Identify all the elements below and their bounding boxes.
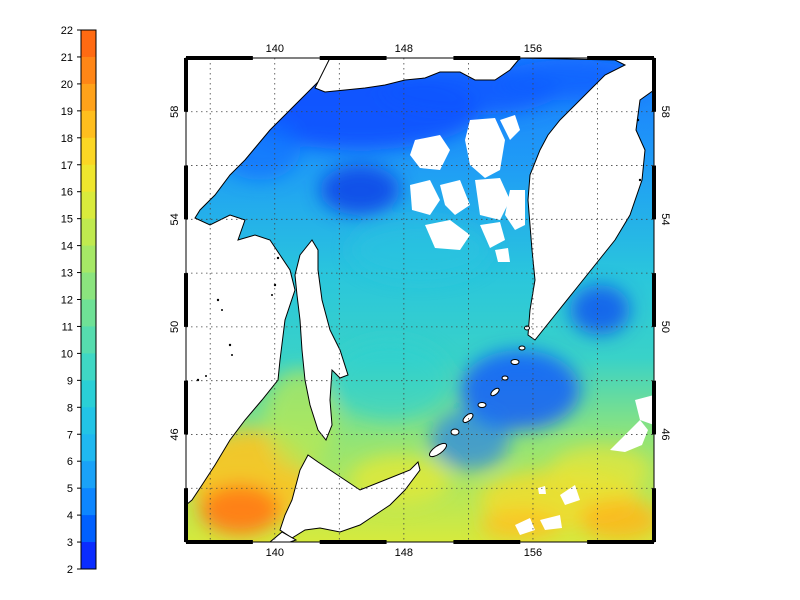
lon-label-top: 140 — [266, 43, 284, 55]
lon-label-top: 148 — [395, 43, 413, 55]
honshu — [269, 531, 298, 542]
okhotsk-north-coast — [314, 58, 521, 93]
colorbar-segment — [81, 245, 96, 274]
frame-checker — [652, 58, 656, 112]
land-masses — [186, 58, 654, 542]
colorbar-tick-label: 13 — [61, 268, 73, 280]
frame-checker — [652, 380, 656, 435]
grid-lines — [186, 58, 654, 542]
colorbar-segment — [81, 137, 96, 166]
lon-label-top: 156 — [524, 43, 542, 55]
colorbar-tick-label: 8 — [67, 402, 73, 414]
colorbar-tick-label: 21 — [61, 52, 73, 64]
lat-label-left: 54 — [169, 213, 181, 225]
colorbar-tick-label: 20 — [61, 79, 73, 91]
frame-checker — [652, 488, 656, 542]
colorbar-tick-label: 17 — [61, 160, 73, 172]
colorbar-segment — [81, 218, 96, 247]
frame-checker — [184, 273, 188, 327]
colorbar-segment — [81, 30, 96, 58]
colorbar-tick-label: 16 — [61, 187, 73, 199]
lat-label-right: 54 — [659, 213, 671, 225]
colorbar-segment — [81, 164, 96, 193]
colorbar-tick-label: 12 — [61, 295, 73, 307]
frame-checker — [186, 56, 253, 60]
sakhalin — [294, 239, 349, 441]
scattered-islets — [196, 118, 642, 382]
colorbar-segment — [81, 461, 96, 489]
colorbar-tick-label: 10 — [61, 348, 73, 360]
frame-checker — [652, 273, 656, 327]
colorbar-segment — [81, 83, 96, 112]
colorbar-tick-label: 11 — [62, 321, 73, 333]
frame-checker — [319, 56, 387, 60]
colorbar-segment — [81, 191, 96, 220]
frame-checker — [453, 56, 521, 60]
frame-checker — [587, 56, 654, 60]
colorbar-segment — [81, 542, 96, 570]
asian-mainland — [186, 58, 331, 506]
colorbar-tick-label: 14 — [61, 241, 73, 253]
colorbar-tick-label: 5 — [67, 483, 73, 495]
colorbar-tick-label: 2 — [67, 564, 73, 576]
kamchatka — [519, 58, 654, 341]
frame-checker — [184, 380, 188, 435]
colorbar-segment — [81, 56, 96, 85]
frame-checker — [319, 540, 387, 544]
colorbar-segment — [81, 299, 96, 327]
frame-checker — [184, 58, 188, 112]
colorbar-tick-label: 4 — [67, 510, 73, 522]
colorbar-segment — [81, 110, 96, 139]
colorbar-segment — [81, 380, 96, 408]
lon-label-bottom: 148 — [395, 547, 413, 559]
colorbar: 2 3 4 5 6 7 8 9 10 11 12 13 14 15 16 17 18 19 20 21 22 — [61, 25, 97, 576]
map-frame — [184, 56, 656, 544]
colorbar-segment — [81, 407, 96, 435]
colorbar-tick-label: 15 — [61, 214, 73, 226]
lon-label-bottom: 156 — [524, 547, 542, 559]
colorbar-segment — [81, 326, 96, 354]
colorbar-segment — [81, 434, 96, 462]
lat-label-right: 46 — [659, 428, 671, 440]
colorbar-tick-label: 6 — [67, 456, 73, 468]
frame-checker — [453, 540, 521, 544]
kuril-islands — [428, 325, 530, 458]
no-data-patches — [410, 115, 654, 535]
colorbar-segment — [81, 515, 96, 543]
frame-checker — [184, 488, 188, 542]
colorbar-tick-label: 19 — [61, 106, 73, 118]
frame-checker — [184, 165, 188, 220]
lat-label-right: 50 — [659, 321, 671, 333]
lat-label-left: 58 — [169, 106, 181, 118]
colorbar-segment — [81, 353, 96, 381]
map-area — [186, 58, 654, 542]
frame-checker — [652, 165, 656, 220]
colorbar-tick-label: 9 — [67, 375, 73, 387]
colorbar-segment — [81, 272, 96, 300]
axis-labels: 140 148 156 140 148 156 58 54 50 46 58 54 50 46 — [169, 43, 671, 559]
colorbar-tick-label: 7 — [67, 429, 73, 441]
lat-label-left: 46 — [169, 428, 181, 440]
colorbar-tick-label: 22 — [61, 25, 73, 37]
colorbar-tick-label: 18 — [61, 133, 73, 145]
colorbar-tick-label: 3 — [67, 537, 73, 549]
hokkaido — [279, 454, 421, 539]
lat-label-left: 50 — [169, 321, 181, 333]
colorbar-segment — [81, 488, 96, 516]
lon-label-bottom: 140 — [266, 547, 284, 559]
frame-checker — [587, 540, 654, 544]
frame-checker — [186, 540, 253, 544]
lat-label-right: 58 — [659, 106, 671, 118]
